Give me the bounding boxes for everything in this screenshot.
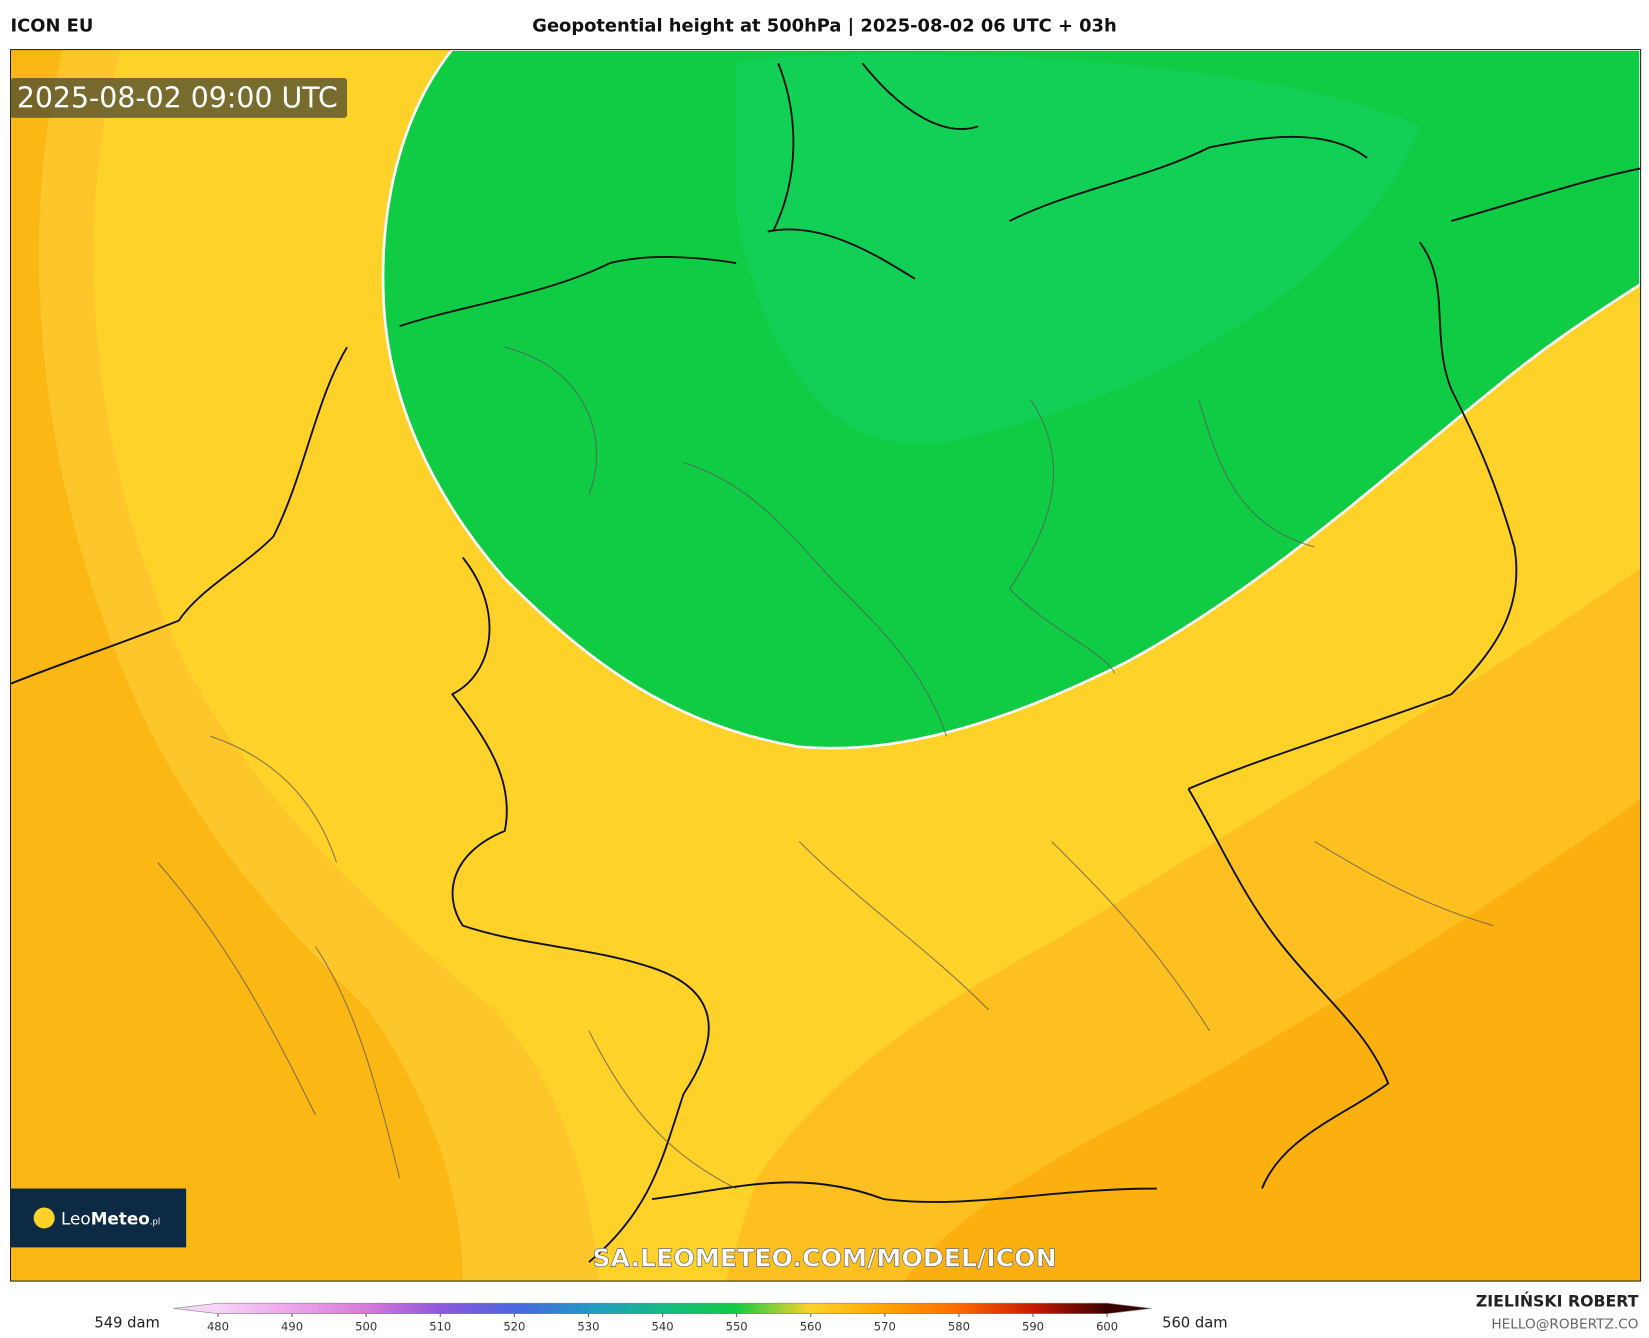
timestamp-box	[10, 77, 348, 118]
field-orange-east	[904, 799, 1641, 1282]
colorbar-tick-label: 580	[948, 1319, 970, 1333]
colorbar-min-label: 549 dam	[94, 1314, 159, 1331]
model-name: ICON EU	[11, 16, 94, 37]
colorbar-tick-label: 560	[800, 1319, 822, 1333]
colorbar-tick-label: 600	[1096, 1319, 1118, 1333]
coastline	[399, 62, 1641, 328]
colorbar-tick-label: 550	[726, 1319, 748, 1333]
map-frame	[9, 49, 1642, 1282]
logo-sun	[33, 1207, 55, 1229]
colorbar-tick-label: 540	[652, 1319, 674, 1333]
logo-text: LeoMeteo.pl	[61, 1208, 160, 1228]
coastline	[10, 346, 348, 685]
colorbar-tick-label: 480	[207, 1319, 229, 1333]
email: HELLO@ROBERTZ.CO	[1491, 1316, 1638, 1332]
logo-meteo: Meteo	[91, 1208, 150, 1228]
logo-tld: .pl	[150, 1216, 160, 1226]
colorbar-tick-label: 570	[874, 1319, 896, 1333]
watermark: SA.LEOMETEO.COM/MODEL/ICON	[592, 1243, 1056, 1272]
colorbar-tick-label: 530	[577, 1319, 599, 1333]
map	[10, 49, 1641, 1282]
map-title: Geopotential height at 500hPa | 2025-08-…	[532, 16, 1116, 37]
colorbar-tick-label: 490	[281, 1319, 303, 1333]
colorbar-tick-label: 500	[355, 1319, 377, 1333]
colorbar: 480 490 500 510 520 530 540 550 560 570 580 590 600	[173, 1302, 1152, 1333]
logo-leo: Leo	[61, 1208, 91, 1228]
border-regional	[157, 346, 1494, 1189]
colorbar-max-label: 560 dam	[1162, 1314, 1227, 1331]
author: ZIELIŃSKI ROBERT	[1476, 1291, 1639, 1310]
colorbar-tick-label: 590	[1022, 1319, 1044, 1333]
field-green-light	[736, 53, 1420, 445]
colorbar-body	[173, 1302, 1152, 1314]
colorbar-tick-label: 520	[503, 1319, 525, 1333]
border-national	[451, 241, 1518, 1263]
colorbar-tick-label: 510	[429, 1319, 451, 1333]
timestamp: 2025-08-02 09:00 UTC	[17, 81, 338, 114]
field-orange	[10, 49, 463, 1282]
